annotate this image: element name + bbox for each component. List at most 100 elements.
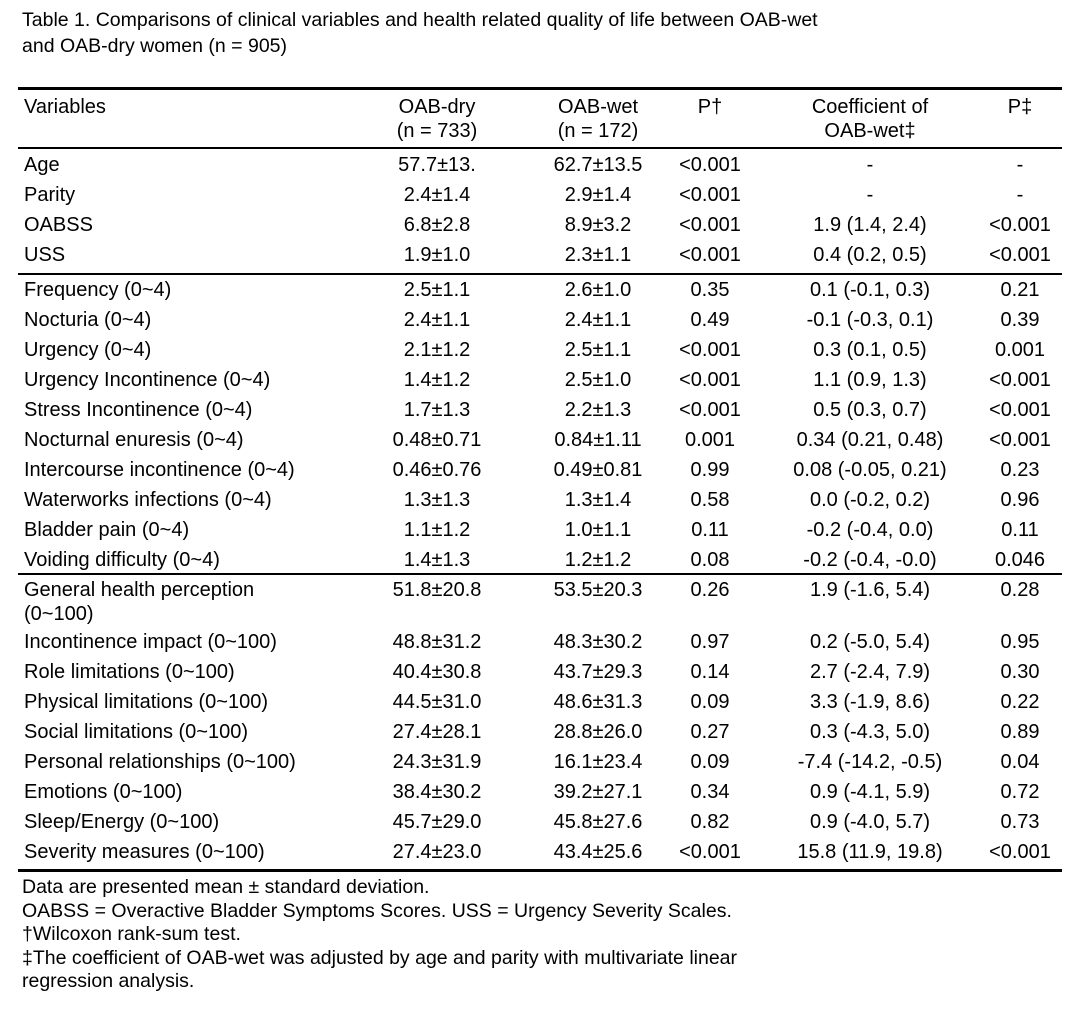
table-caption: Table 1. Comparisons of clinical variabl…: [22, 7, 1062, 59]
header-oab-dry-label: OAB-dry: [398, 96, 476, 118]
row-p-dagger: 0.35: [690, 279, 730, 301]
row-p-double-dagger: 0.72: [1000, 781, 1040, 803]
row-variable: Personal relationships (0~100): [24, 751, 296, 773]
row-p-double-dagger: <0.001: [989, 369, 1051, 391]
row-p-double-dagger: 0.39: [1000, 309, 1040, 331]
row-p-dagger: <0.001: [679, 369, 741, 391]
row-variable: Parity: [24, 184, 76, 206]
row-oab-wet: 1.2±1.2: [564, 549, 632, 571]
row-coefficient: 15.8 (11.9, 19.8): [797, 841, 943, 863]
top-rule: [18, 87, 1062, 90]
caption-line-1: Table 1. Comparisons of clinical variabl…: [22, 9, 818, 31]
row-variable: Bladder pain (0~4): [24, 519, 190, 541]
row-variable: Frequency (0~4): [24, 279, 172, 301]
row-oab-wet: 39.2±27.1: [553, 781, 643, 803]
row-p-double-dagger: 0.95: [1000, 631, 1040, 653]
header-coefficient-line-2: OAB-wet‡: [824, 120, 916, 142]
row-p-dagger: 0.99: [690, 459, 730, 481]
row-variable: USS: [24, 244, 66, 266]
row-coefficient: -0.2 (-0.4, -0.0): [803, 549, 937, 571]
row-coefficient: -: [866, 154, 874, 176]
row-p-dagger: <0.001: [679, 841, 741, 863]
row-p-double-dagger: <0.001: [989, 841, 1051, 863]
row-oab-wet: 2.2±1.3: [564, 399, 632, 421]
table-row: Frequency (0~4) 2.5±1.1 2.6±1.0 0.35 0.1 (-0…: [0, 278, 1080, 308]
row-variable: Physical limitations (0~100): [24, 691, 268, 713]
table-row: Personal relationships (0~100) 24.3±31.9 1…: [0, 750, 1080, 780]
row-p-dagger: 0.09: [690, 691, 730, 713]
table-row: Stress Incontinence (0~4) 1.7±1.3 2.2±1.3 <…: [0, 398, 1080, 428]
row-coefficient: 0.34 (0.21, 0.48): [796, 429, 944, 451]
row-p-double-dagger: <0.001: [989, 214, 1051, 236]
row-p-dagger: 0.08: [690, 549, 730, 571]
row-p-dagger: <0.001: [679, 244, 741, 266]
row-oab-wet: 2.5±1.0: [564, 369, 632, 391]
table-row: Nocturia (0~4) 2.4±1.1 2.4±1.1 0.49 -0.1 (-0…: [0, 308, 1080, 338]
row-oab-dry: 40.4±30.8: [392, 661, 482, 683]
header-oab-dry: OAB-dry (n = 733): [372, 95, 502, 143]
row-p-dagger: <0.001: [679, 214, 741, 236]
row-variable: Emotions (0~100): [24, 781, 183, 803]
row-p-dagger: 0.09: [690, 751, 730, 773]
row-p-double-dagger: <0.001: [989, 244, 1051, 266]
row-coefficient: 0.08 (-0.05, 0.21): [793, 459, 947, 481]
row-p-double-dagger: -: [1016, 184, 1024, 206]
row-coefficient: 0.3 (0.1, 0.5): [813, 339, 927, 361]
row-variable: OABSS: [24, 214, 93, 236]
row-p-double-dagger: -: [1016, 154, 1024, 176]
table-row: Voiding difficulty (0~4) 1.4±1.3 1.2±1.2 0.…: [0, 548, 1080, 578]
row-oab-dry: 27.4±28.1: [392, 721, 482, 743]
row-oab-wet: 2.6±1.0: [564, 279, 632, 301]
row-coefficient: 0.9 (-4.1, 5.9): [809, 781, 931, 803]
row-coefficient: 1.9 (-1.6, 5.4): [809, 579, 931, 601]
row-p-dagger: 0.82: [690, 811, 730, 833]
row-p-double-dagger: 0.11: [1001, 519, 1039, 541]
row-p-dagger: <0.001: [679, 339, 741, 361]
row-oab-wet: 2.9±1.4: [564, 184, 632, 206]
table-row: Sleep/Energy (0~100) 45.7±29.0 45.8±27.6 0.…: [0, 810, 1080, 840]
table-row: Parity 2.4±1.4 2.9±1.4 <0.001 - -: [0, 183, 1080, 213]
row-oab-wet: 8.9±3.2: [564, 214, 632, 236]
row-coefficient: 0.0 (-0.2, 0.2): [809, 489, 931, 511]
row-oab-wet: 0.84±1.11: [554, 429, 642, 451]
table-row: Emotions (0~100) 38.4±30.2 39.2±27.1 0.34 0.…: [0, 780, 1080, 810]
row-oab-wet: 16.1±23.4: [553, 751, 643, 773]
note-line: †Wilcoxon rank-sum test.: [22, 923, 241, 945]
header-coefficient-line-1: Coefficient of: [811, 96, 929, 118]
table-row: Incontinence impact (0~100) 48.8±31.2 48.3…: [0, 630, 1080, 660]
note-line: regression analysis.: [22, 970, 195, 992]
note-line: OABSS = Overactive Bladder Symptoms Scor…: [22, 899, 732, 922]
header-coefficient: Coefficient of OAB-wet‡: [760, 95, 980, 143]
row-oab-dry: 1.9±1.0: [403, 244, 471, 266]
header-p-dagger: P†: [697, 96, 723, 118]
row-coefficient: 0.3 (-4.3, 5.0): [809, 721, 931, 743]
table-row: Severity measures (0~100) 27.4±23.0 43.4±2…: [0, 840, 1080, 870]
row-coefficient: -7.4 (-14.2, -0.5): [797, 751, 943, 773]
row-variable: Nocturia (0~4): [24, 309, 152, 331]
row-p-double-dagger: <0.001: [989, 429, 1051, 451]
table-row: General health perception 51.8±20.8 53.5±2…: [0, 578, 1080, 625]
row-p-double-dagger: 0.96: [1000, 489, 1040, 511]
row-oab-dry: 48.8±31.2: [392, 631, 482, 653]
row-oab-wet: 48.3±30.2: [553, 631, 643, 653]
table-row: Urgency (0~4) 2.1±1.2 2.5±1.1 <0.001 0.3 (0.…: [0, 338, 1080, 368]
row-oab-dry: 2.1±1.2: [403, 339, 471, 361]
row-coefficient: 1.1 (0.9, 1.3): [813, 369, 927, 391]
row-oab-wet: 2.3±1.1: [564, 244, 632, 266]
row-oab-dry: 1.4±1.2: [403, 369, 471, 391]
row-oab-wet: 2.5±1.1: [564, 339, 632, 361]
row-coefficient: 0.5 (0.3, 0.7): [813, 399, 927, 421]
row-variable: Age: [24, 154, 60, 176]
row-p-dagger: 0.34: [690, 781, 730, 803]
table-row: Physical limitations (0~100) 44.5±31.0 48.…: [0, 690, 1080, 720]
row-variable: Intercourse incontinence (0~4): [24, 459, 295, 481]
row-oab-wet: 62.7±13.5: [553, 154, 643, 176]
row-p-double-dagger: 0.001: [994, 339, 1046, 361]
header-oab-wet: OAB-wet (n = 172): [528, 95, 668, 143]
row-p-double-dagger: 0.04: [1000, 751, 1040, 773]
row-variable: Urgency Incontinence (0~4): [24, 369, 271, 391]
row-oab-dry: 44.5±31.0: [392, 691, 482, 713]
section-rule: [18, 273, 1062, 275]
row-oab-wet: 1.3±1.4: [564, 489, 632, 511]
row-variable: Urgency (0~4): [24, 339, 152, 361]
